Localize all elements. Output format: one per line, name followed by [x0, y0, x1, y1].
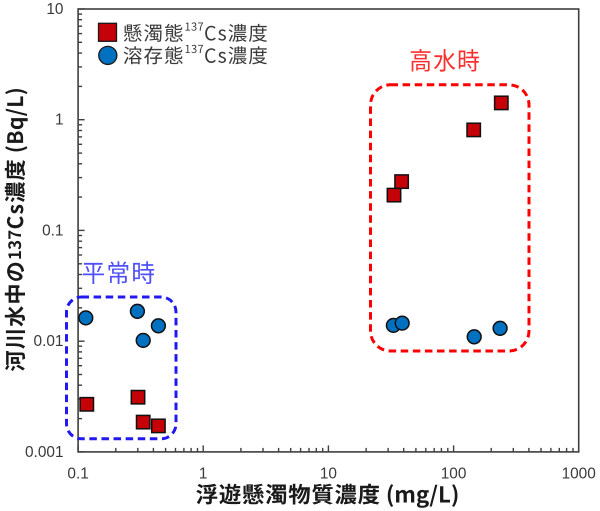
svg-text:100: 100: [441, 466, 467, 483]
svg-text:0.001: 0.001: [25, 444, 64, 461]
svg-text:10: 10: [320, 466, 337, 483]
svg-text:1000: 1000: [562, 466, 596, 483]
svg-text:0.01: 0.01: [34, 333, 64, 350]
svg-text:10: 10: [46, 1, 63, 18]
svg-text:0.1: 0.1: [42, 222, 63, 239]
svg-text:1: 1: [55, 112, 64, 129]
svg-text:0.1: 0.1: [67, 466, 88, 483]
svg-text:1: 1: [199, 466, 208, 483]
